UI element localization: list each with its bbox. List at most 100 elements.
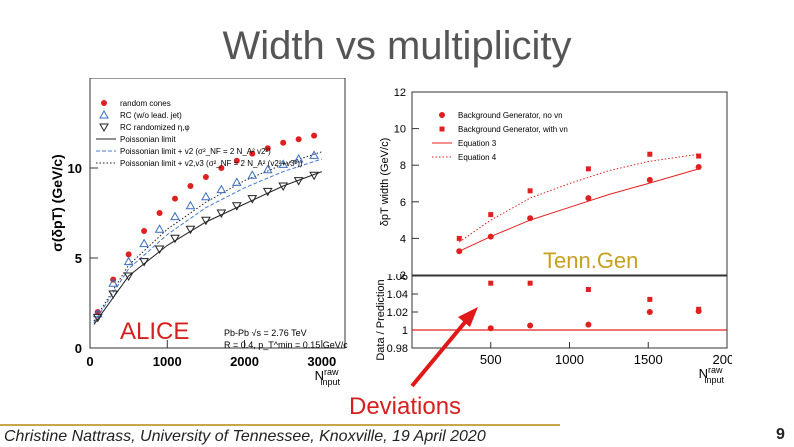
alice-point [216, 184, 227, 194]
tenngen-y-tick: 10 [394, 124, 406, 136]
alice-point [94, 309, 101, 315]
alice-point [123, 272, 134, 282]
alice-y-tick: 10 [68, 161, 82, 176]
alice-legend-marker [99, 123, 109, 133]
alice-x-tick: 2000 [230, 354, 259, 369]
tenngen-legend-label: Background Generator, with vn [458, 125, 568, 134]
alice-point [264, 145, 271, 152]
alice-annotation: ALICE [120, 318, 190, 345]
alice-point [185, 225, 196, 235]
tenngen-legend-marker [439, 126, 445, 132]
ratio-point [527, 322, 534, 329]
alice-point [92, 308, 103, 318]
slide-title: Width vs multiplicity [222, 24, 572, 68]
tenngen-plot-frame [411, 91, 728, 276]
alice-legend-label: RC (w/o lead. jet) [120, 111, 182, 120]
ratio-y-tick: 1 [402, 325, 408, 337]
ratio-x-tick: 2000 [713, 352, 732, 367]
ratio-point [647, 296, 653, 302]
tenngen-annotation: Tenn.Gen [543, 248, 639, 273]
ratio-y-tick: 1.02 [387, 307, 408, 319]
tenngen-point [527, 188, 533, 194]
ratio-x-tick: 1000 [555, 352, 584, 367]
tenngen-point [488, 212, 494, 218]
alice-point [123, 256, 134, 266]
ratio-point [585, 321, 592, 328]
tenngen-legend-marker [439, 112, 445, 118]
alice-point [309, 150, 319, 159]
footer-text: Christine Nattrass, University of Tennes… [4, 428, 486, 445]
alice-curve [93, 151, 322, 322]
alice-point [233, 157, 240, 164]
ratio-point [695, 308, 702, 315]
alice-legend-label: Poissonian limit + v2 (σ²_NF = 2 N_A² v2… [120, 147, 271, 156]
alice-x-tick: 0 [86, 354, 93, 369]
alice-point [249, 150, 256, 157]
tenngen-point [487, 233, 494, 240]
alice-point [172, 195, 178, 202]
tenngen-legend-label: Equation 4 [458, 153, 497, 162]
alice-point [216, 209, 227, 219]
alice-x-tick: 3000 [307, 354, 336, 369]
alice-legend-marker [101, 100, 107, 106]
alice-point [218, 165, 225, 171]
tenngen-legend-label: Background Generator, no vn [458, 111, 563, 120]
tenngen-point [585, 195, 592, 202]
alice-point [278, 182, 289, 192]
tenngen-curve [458, 153, 699, 243]
ratio-point [487, 325, 494, 332]
alice-chart: σ(δpT) (GeV/c) 0 5 10 0 1000 2000 3000 random… [49, 78, 348, 387]
tenngen-y-tick: 2 [400, 270, 406, 282]
alice-x-tick: 1000 [153, 354, 182, 369]
alice-point [231, 202, 242, 211]
alice-legend-marker [99, 109, 109, 119]
alice-y-label: σ(δpT) (GeV/c) [49, 154, 65, 251]
footer-divider [0, 424, 560, 426]
alice-curve [93, 171, 322, 325]
alice-point [139, 258, 149, 267]
tenngen-point [456, 235, 462, 241]
ratio-point [527, 280, 533, 286]
alice-info-2: R = 0.4, p_T^min = 0.15 GeV/c [224, 340, 348, 350]
tenngen-point [527, 215, 534, 222]
ratio-x-tick: 1500 [634, 352, 663, 367]
alice-y-tick: 5 [75, 251, 82, 266]
ratio-y-label: Data / Prediction [375, 279, 387, 360]
alice-point [154, 245, 165, 255]
ratio-x-label: Nraw input [699, 365, 725, 385]
alice-point [247, 170, 258, 179]
alice-point [141, 228, 148, 234]
alice-point [231, 177, 242, 186]
alice-y-tick: 0 [75, 341, 82, 356]
alice-point [280, 139, 287, 146]
alice-point [139, 238, 149, 248]
ratio-point [646, 309, 653, 315]
alice-point [156, 210, 163, 216]
alice-point [92, 313, 103, 323]
tenngen-point [647, 151, 653, 157]
tenngen-point [695, 164, 702, 171]
alice-legend-label: Poissonian limit [120, 135, 176, 144]
alice-point [187, 183, 194, 189]
alice-legend-label: Poissonian limit + v2,v3 (σ²_NF = 2 N_A²… [120, 159, 303, 168]
alice-point [202, 174, 209, 180]
alice-point [125, 251, 132, 258]
alice-legend-label: random cones [120, 99, 171, 108]
alice-point [293, 177, 304, 186]
alice-point [278, 159, 289, 168]
alice-point [108, 278, 119, 287]
alice-point [262, 164, 273, 174]
ratio-y-tick: 0.98 [387, 343, 408, 355]
ratio-x-tick: 500 [480, 352, 502, 367]
alice-point [108, 290, 119, 300]
alice-point [247, 195, 258, 204]
alice-point [293, 153, 304, 163]
alice-legend-label: RC randomized η,φ [120, 123, 190, 132]
tenngen-y-tick: 6 [400, 197, 406, 209]
tenngen-y-tick: 8 [400, 160, 406, 172]
alice-plot-frame [89, 78, 346, 349]
alice-x-label: Nraw input [315, 367, 341, 387]
page-number: 9 [776, 426, 785, 443]
alice-info-1: Pb-Pb √s = 2.76 TeV [224, 328, 307, 338]
alice-point [262, 187, 273, 197]
